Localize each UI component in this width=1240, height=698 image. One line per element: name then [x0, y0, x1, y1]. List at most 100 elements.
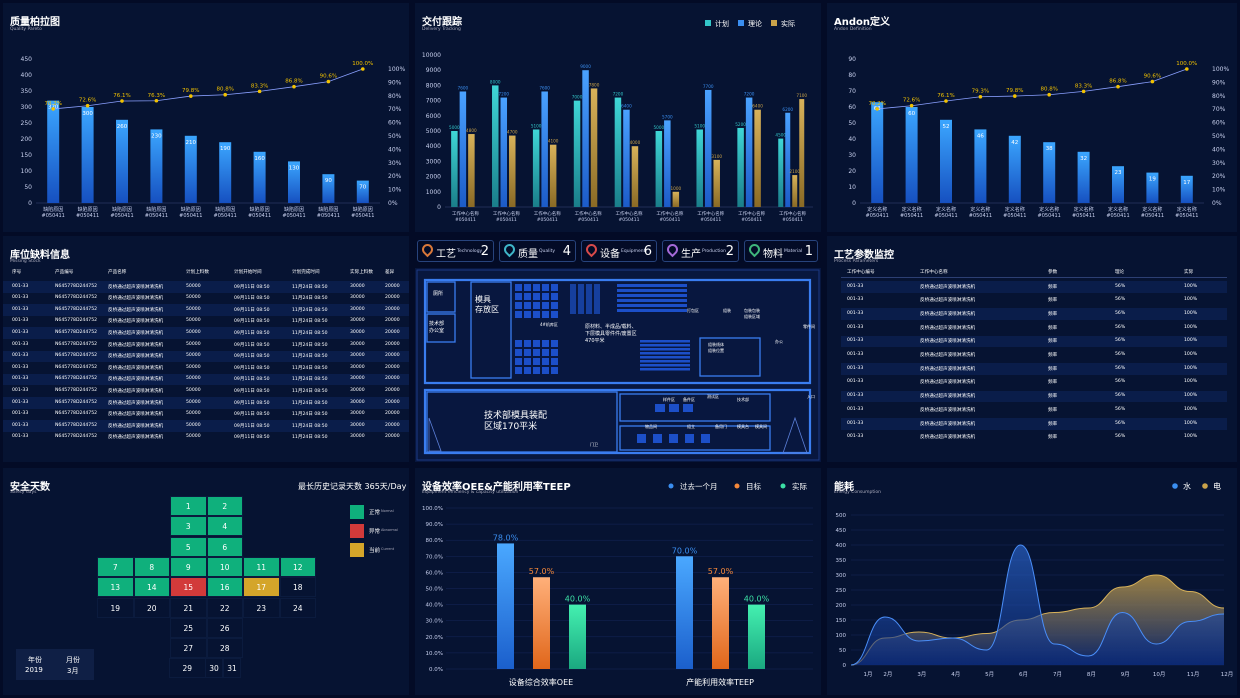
equipment: [701, 434, 710, 443]
rack: [570, 284, 576, 314]
y-tick: 500: [836, 513, 847, 519]
calendar-day: 25: [170, 617, 207, 638]
table-cell: 100%: [1184, 406, 1198, 412]
chip-2: 质量 Quality 4: [499, 240, 576, 262]
table-cell: 001-33: [12, 353, 29, 359]
table-cell: 56%: [1115, 297, 1126, 303]
table-cell: 11月24日 08:50: [292, 365, 328, 371]
floor-label: 原材料、半成品/载料、: [585, 323, 637, 330]
table-cell: 100%: [1184, 297, 1198, 303]
rack: [515, 349, 522, 356]
calendar-day: 23: [243, 597, 280, 618]
y-tick: 30: [848, 152, 856, 159]
stock-panel: 库位缺料信息 Missing Stock 序号 产品编号 产品名称 计划上料数 计划开始…: [3, 236, 409, 462]
chip-label: 生产: [681, 249, 701, 260]
x-tick: #050411: [1106, 213, 1129, 219]
table-cell: 001-33: [847, 379, 864, 385]
bar: [116, 119, 128, 203]
legend-label-en: Normal: [381, 509, 394, 513]
table-cell: 100%: [1184, 283, 1198, 289]
table-cell: 反桥通过超声波喷淋清洗机: [920, 366, 976, 372]
table-cell: 09月11日 08:50: [234, 307, 270, 313]
rack: [533, 358, 540, 365]
rack: [617, 294, 687, 297]
cumulative-point: [292, 84, 296, 89]
table-cell: 56%: [1115, 393, 1126, 399]
table-cell: 频率: [1048, 298, 1058, 304]
legend-label: 计划: [715, 19, 729, 28]
x-tick: #050411: [1175, 213, 1198, 219]
table-cell: 30000: [350, 295, 365, 301]
calendar-day: 14: [133, 577, 170, 598]
legend-label: 理论: [748, 19, 762, 28]
table-cell: 反桥通过超声波喷淋清洗机: [108, 354, 164, 360]
x-tick: #050411: [969, 213, 992, 219]
panel-title: 设备效率OEE&产能利用率TEEP: [422, 482, 571, 493]
table-cell: 30000: [350, 306, 365, 312]
x-tick: 工作中心名称: [656, 210, 683, 217]
table-cell: 20000: [385, 306, 400, 312]
pin-icon: [583, 241, 600, 258]
floor-label: 测试区: [707, 393, 719, 399]
table-cell: 001-33: [847, 365, 864, 371]
cumulative-point: [978, 94, 983, 99]
table-cell: 11月24日 08:50: [292, 330, 328, 336]
rack: [586, 284, 592, 314]
table-cell: 20000: [385, 399, 400, 405]
table-row: 001-33 N645778D244752 反桥通过超声波喷淋清洗机 50000 09月…: [3, 350, 409, 363]
y2-tick: 100%: [388, 66, 405, 73]
y-tick: 10.0%: [426, 651, 443, 657]
rack: [515, 284, 522, 291]
bar: [614, 97, 622, 207]
table-cell: 50000: [186, 283, 201, 289]
table-cell: 56%: [1115, 310, 1126, 316]
legend-dot: [1172, 483, 1178, 489]
legend-label: 实际: [792, 481, 807, 491]
y-tick: 70: [848, 88, 856, 95]
rack: [640, 356, 690, 359]
bar-label: 70.0%: [672, 546, 698, 555]
table-row: 001-33 反桥通过超声波喷淋清洗机 频率 56% 100%: [841, 363, 1227, 375]
bar-label: 210: [186, 140, 197, 146]
room: [619, 425, 771, 451]
table-cell: 20000: [385, 434, 400, 440]
table-cell: 001-33: [847, 283, 864, 289]
pin-icon: [501, 241, 518, 258]
y-tick: 90.0%: [426, 522, 443, 528]
table-cell: 反桥通过超声波喷淋清洗机: [108, 423, 164, 429]
y-tick: 6000: [426, 113, 441, 120]
table-cell: 50000: [186, 387, 201, 393]
bar-label: 2100: [789, 169, 800, 174]
table-cell: 56%: [1115, 365, 1126, 371]
x-tick: 缺陷原因: [146, 206, 166, 213]
cumulative-label: 100.0%: [352, 61, 373, 67]
cumulative-label: 90.6%: [1144, 74, 1161, 80]
calendar-day: 16: [206, 577, 243, 598]
bar: [871, 102, 884, 203]
rack: [524, 293, 531, 300]
bar: [219, 142, 232, 203]
table-cell: 09月11日 08:50: [234, 400, 270, 406]
stock-table: 序号 产品编号 产品名称 计划上料数 计划开始时间 计划完成时间 实际上料数 差异 001-33…: [3, 266, 409, 456]
calendar-day: 2: [206, 496, 243, 516]
x-tick: 工作中心名称: [697, 210, 724, 217]
table-cell: 11月24日 08:50: [292, 377, 328, 383]
table-cell: 反桥通过超声波喷淋清洗机: [108, 307, 164, 313]
table-cell: 001-33: [12, 295, 29, 301]
table-cell: 50000: [186, 295, 201, 301]
bar: [459, 91, 467, 207]
table-cell: 50000: [186, 411, 201, 417]
table-cell: 30000: [350, 434, 365, 440]
x-tick: 工作中心名称: [738, 210, 765, 217]
y-tick: 0.0%: [429, 667, 443, 673]
floor-label: 技术部: [737, 396, 749, 402]
rack: [640, 348, 690, 351]
bar-label: 5000: [449, 125, 460, 130]
floor-label: 办公: [775, 338, 783, 344]
rack: [551, 302, 558, 309]
cumulative-label: 76.1%: [113, 93, 130, 99]
cumulative-point: [154, 98, 159, 103]
x-tick: #050411: [578, 217, 599, 223]
rack: [524, 367, 531, 374]
legend-label: 目标: [746, 481, 761, 491]
